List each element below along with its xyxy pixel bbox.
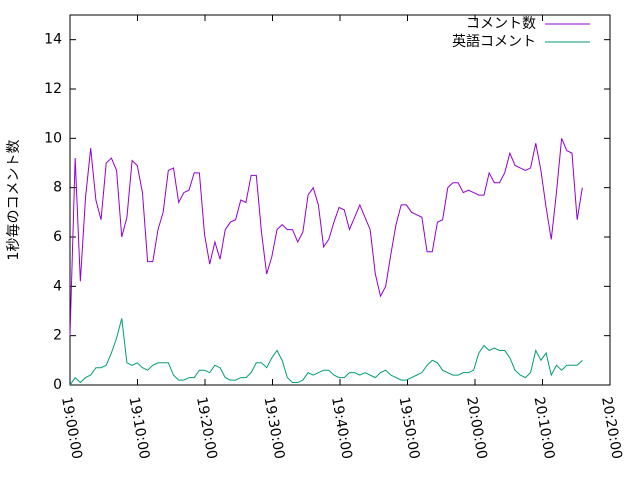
y-tick-label: 0 xyxy=(53,377,62,393)
x-tick-label: 20:10:00 xyxy=(531,396,558,461)
legend-label: コメント数 xyxy=(466,16,536,32)
y-tick-label: 2 xyxy=(53,328,62,344)
series-line xyxy=(69,138,583,336)
x-tick-label: 19:30:00 xyxy=(261,396,288,461)
x-tick-label: 19:40:00 xyxy=(328,396,355,461)
x-tick-label: 19:00:00 xyxy=(58,396,85,461)
y-tick-label: 12 xyxy=(44,81,62,97)
x-tick-label: 19:50:00 xyxy=(396,396,423,461)
y-tick-label: 10 xyxy=(44,130,62,146)
y-tick-label: 8 xyxy=(53,180,62,196)
x-tick-label: 20:00:00 xyxy=(463,396,490,461)
y-axis-label: 1秒毎のコメント数 xyxy=(6,140,22,261)
legend-label: 英語コメント xyxy=(452,33,536,50)
x-tick-label: 20:20:00 xyxy=(598,396,625,461)
y-tick-label: 4 xyxy=(53,278,62,294)
y-tick-label: 6 xyxy=(53,229,62,245)
y-tick-label: 14 xyxy=(44,32,62,48)
plot-border xyxy=(69,14,611,386)
x-tick-label: 19:10:00 xyxy=(126,396,153,461)
x-tick-label: 19:20:00 xyxy=(193,396,220,461)
series-line xyxy=(69,318,583,386)
